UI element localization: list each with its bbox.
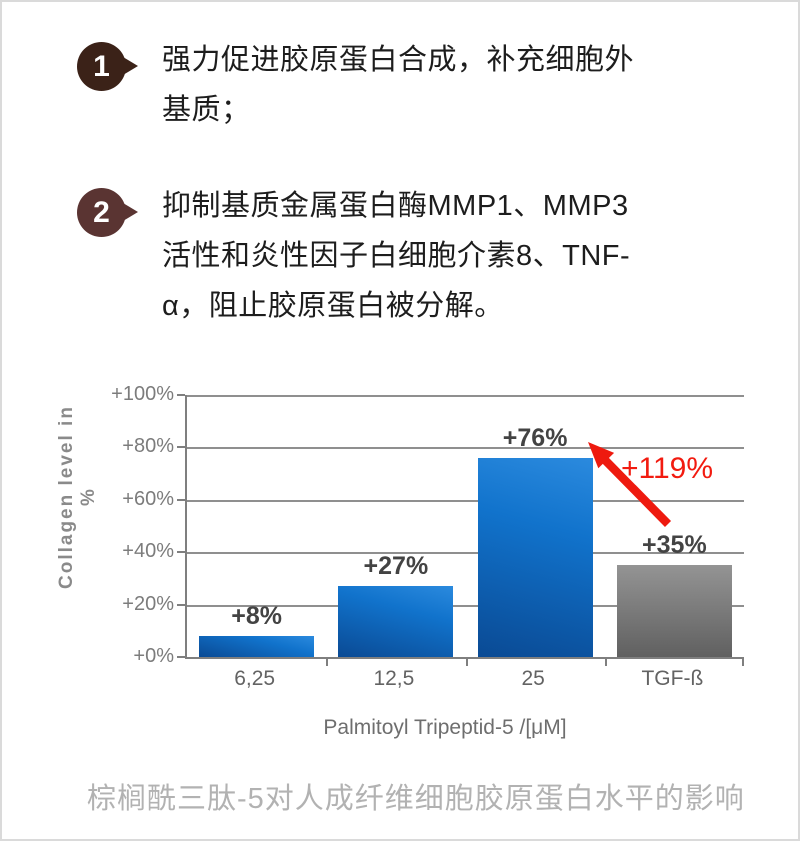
bar-25 bbox=[477, 458, 593, 657]
y-tick-label: +80% bbox=[122, 435, 174, 457]
bar-value-label: +76% bbox=[502, 424, 568, 452]
point-1-badge: 1 bbox=[77, 42, 138, 91]
point-2-line-3: α，阻止胶原蛋白被分解。 bbox=[162, 290, 504, 322]
x-category-label: TGF-ß bbox=[641, 667, 704, 690]
point-2-text: 抑制基质金属蛋白酶MMP1、MMP3 活性和炎性因子白细胞介素8、TNF- α，… bbox=[162, 181, 630, 331]
x-tick-mark bbox=[742, 657, 744, 666]
bar-value-label: +27% bbox=[363, 552, 429, 580]
y-tick-mark bbox=[177, 656, 185, 658]
bar-value-label: +8% bbox=[231, 602, 282, 630]
y-tick-mark bbox=[177, 394, 185, 396]
bar-12,5 bbox=[338, 586, 454, 657]
y-tick-label: +60% bbox=[122, 488, 174, 510]
y-tick-mark bbox=[177, 499, 185, 501]
y-tick-label: +20% bbox=[122, 593, 174, 615]
gridline-100 bbox=[187, 395, 744, 397]
gridline-80 bbox=[187, 447, 744, 449]
point-1-number: 1 bbox=[93, 49, 110, 83]
bar-6,25 bbox=[199, 636, 315, 657]
point-2-line-1: 抑制基质金属蛋白酶MMP1、MMP3 bbox=[162, 190, 629, 222]
gridline-40 bbox=[187, 552, 744, 554]
x-tick-mark bbox=[465, 657, 468, 666]
y-tick-mark bbox=[177, 551, 185, 553]
x-axis-title: Palmitoyl Tripeptid-5 /[μM] bbox=[323, 716, 567, 739]
point-2-line-2: 活性和炎性因子白细胞介素8、TNF- bbox=[162, 240, 631, 272]
point-2-badge: 2 bbox=[77, 188, 138, 237]
point-1-badge-tail-icon bbox=[123, 57, 138, 75]
annotation-119-label: +119% bbox=[621, 452, 714, 485]
y-tick-mark bbox=[177, 604, 185, 606]
x-tick-mark bbox=[326, 657, 329, 666]
point-1-line-1: 强力促进胶原蛋白合成，补充细胞外 bbox=[162, 44, 635, 76]
x-tick-mark bbox=[604, 657, 607, 666]
point-1-text: 强力促进胶原蛋白合成，补充细胞外 基质； bbox=[162, 35, 634, 135]
plot-area: +8% +27% +76% +35% bbox=[185, 395, 744, 666]
x-category-label: 12,5 bbox=[373, 667, 415, 690]
x-category-label: 6,25 bbox=[234, 667, 276, 690]
gridline-60 bbox=[187, 500, 744, 502]
bar-value-label: +35% bbox=[642, 531, 707, 559]
x-category-label: 25 bbox=[521, 667, 545, 690]
point-2-badge-tail-icon bbox=[123, 203, 138, 221]
bar-TGF-ß bbox=[616, 565, 732, 657]
point-1-line-2: 基质； bbox=[162, 94, 251, 126]
gridline-20 bbox=[187, 605, 744, 607]
y-axis-label: Collagen level in % bbox=[56, 405, 99, 589]
point-2-number: 2 bbox=[93, 195, 110, 229]
y-tick-label: +0% bbox=[133, 645, 174, 667]
y-tick-label: +100% bbox=[111, 383, 174, 405]
chart-caption: 棕榈酰三肽-5对人成纤维细胞胶原蛋白水平的影响 bbox=[87, 783, 745, 815]
y-tick-label: +40% bbox=[122, 540, 174, 562]
y-tick-mark bbox=[177, 446, 185, 448]
